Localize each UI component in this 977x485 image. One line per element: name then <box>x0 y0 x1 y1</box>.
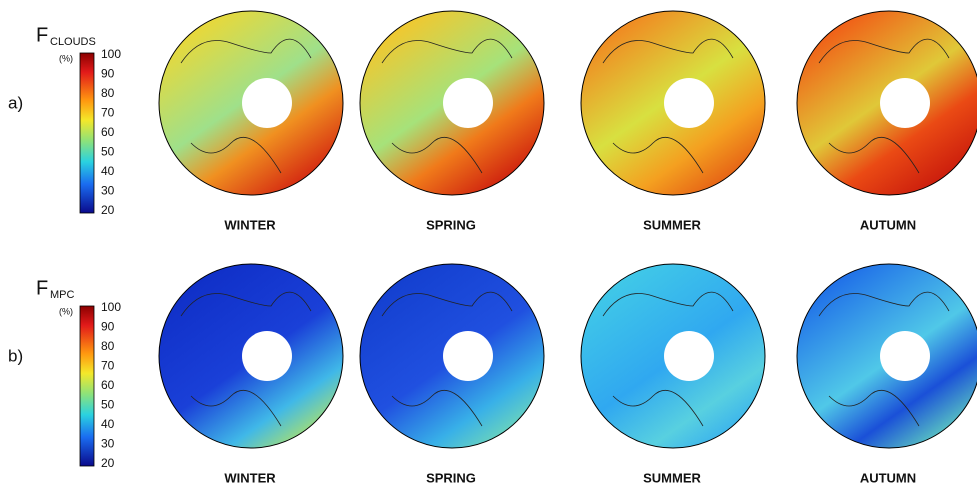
coastline <box>180 38 312 174</box>
coastline <box>602 38 734 174</box>
pole-hole <box>664 331 714 381</box>
colorbar-tick-label: 20 <box>101 203 115 217</box>
season-caption: AUTUMN <box>860 217 916 232</box>
unit: (%) <box>59 306 73 316</box>
colorbar-tick-label: 70 <box>101 359 115 373</box>
colorbar-tick-label: 50 <box>101 398 115 412</box>
coastline <box>381 38 513 174</box>
colorbar <box>79 52 95 214</box>
pole-hole <box>664 78 714 128</box>
colorbar-tick-label: 80 <box>101 86 115 100</box>
pole-hole <box>880 78 930 128</box>
row-label: a) <box>8 93 23 112</box>
pole-hole <box>443 331 493 381</box>
season-caption: SUMMER <box>643 470 701 485</box>
coastline <box>602 291 734 427</box>
colorbar-tick-label: 60 <box>101 378 115 392</box>
coastline <box>180 291 312 427</box>
season-caption: SPRING <box>426 470 476 485</box>
season-caption: SUMMER <box>643 217 701 232</box>
pole-hole <box>443 78 493 128</box>
pole-hole <box>880 331 930 381</box>
colorbar-tick-label: 20 <box>101 456 115 470</box>
colorbar-tick-label: 70 <box>101 106 115 120</box>
season-caption: WINTER <box>224 470 276 485</box>
colorbar-tick-label: 30 <box>101 184 115 198</box>
variable: F <box>36 24 48 46</box>
row-label: b) <box>8 346 23 365</box>
unit: (%) <box>59 53 73 63</box>
colorbar-tick-label: 40 <box>101 164 115 178</box>
variable: F <box>36 277 48 299</box>
colorbar-tick-label: 60 <box>101 125 115 139</box>
colorbar-tick-label: 90 <box>101 67 115 81</box>
coastline <box>818 291 950 427</box>
season-caption: AUTUMN <box>860 470 916 485</box>
subscript: CLOUDS <box>50 36 96 48</box>
pole-hole <box>242 78 292 128</box>
coastline <box>381 291 513 427</box>
colorbar-tick-label: 90 <box>101 320 115 334</box>
season-caption: SPRING <box>426 217 476 232</box>
colorbar-tick-label: 30 <box>101 437 115 451</box>
colorbar-tick-label: 100 <box>101 47 121 61</box>
coastline <box>818 38 950 174</box>
colorbar-tick-label: 40 <box>101 417 115 431</box>
colorbar-tick-label: 80 <box>101 339 115 353</box>
season-caption: WINTER <box>224 217 276 232</box>
pole-hole <box>242 331 292 381</box>
colorbar <box>79 305 95 467</box>
colorbar-tick-label: 50 <box>101 145 115 159</box>
subscript: MPC <box>50 289 75 301</box>
colorbar-tick-label: 100 <box>101 300 121 314</box>
